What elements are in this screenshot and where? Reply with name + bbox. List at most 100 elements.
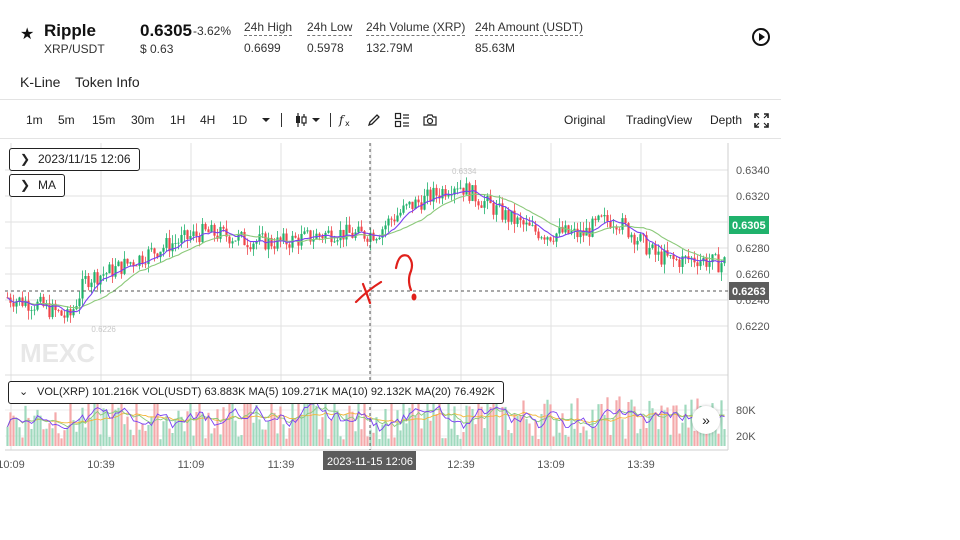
volume-ma20-line [7, 411, 725, 427]
volume-bar [240, 435, 243, 446]
candle-body [318, 233, 321, 236]
play-circle-icon[interactable] [752, 28, 770, 46]
volume-bar [423, 413, 426, 446]
scroll-to-latest-button[interactable]: » [692, 406, 720, 434]
volume-bar [576, 398, 579, 446]
candle-body [390, 218, 393, 220]
volume-bar [21, 437, 24, 446]
volume-bar [105, 409, 108, 446]
candle-body [162, 247, 165, 252]
candle-body [687, 256, 690, 260]
volume-bar [672, 405, 675, 446]
volume-bar [651, 408, 654, 446]
indicator-fx-icon[interactable]: f x [338, 112, 354, 128]
candle-body [516, 217, 519, 224]
draw-pencil-icon[interactable] [366, 112, 382, 128]
timeframe-4h[interactable]: 4H [200, 113, 216, 127]
volume-bar [480, 406, 483, 446]
candle-body [459, 187, 462, 189]
volume-bar [36, 409, 39, 446]
volume-bar [159, 439, 162, 446]
candle-body [597, 215, 600, 221]
time-tick-label: 10:39 [87, 459, 115, 471]
tab-kline[interactable]: K-Line [20, 74, 61, 90]
candle-body [123, 258, 126, 274]
volume-bar [93, 396, 96, 446]
volume-bar [63, 430, 66, 446]
volume-bar [381, 424, 384, 446]
candle-body [60, 310, 63, 316]
candle-body [180, 234, 183, 243]
volume-bar [39, 415, 42, 446]
stat-label: 24h Volume (XRP) [366, 20, 466, 36]
fullscreen-icon[interactable] [754, 113, 769, 128]
candle-body [279, 237, 282, 241]
stat-value: 132.79M [366, 41, 413, 55]
candle-body [156, 253, 159, 258]
candle-body [411, 201, 414, 209]
volume-bar [243, 399, 246, 446]
view-depth[interactable]: Depth [710, 113, 743, 127]
candle-body [609, 221, 612, 228]
candle-body [207, 229, 210, 233]
candle-body [213, 224, 216, 236]
candle-body [522, 220, 525, 225]
volume-bar [165, 415, 168, 446]
volume-bar [483, 428, 486, 446]
volume-bar [456, 434, 459, 446]
view-original[interactable]: Original [564, 113, 606, 127]
timeframe-15m[interactable]: 15m [92, 113, 116, 127]
volume-bar [384, 408, 387, 446]
candle-body [378, 237, 381, 240]
candle-body [201, 223, 204, 243]
candle-body [381, 229, 384, 238]
volume-bar [495, 397, 498, 446]
kline-chart[interactable]: MEXC 0.6334 0.6226 0.62200.62400.62600.6… [0, 140, 781, 480]
volume-bar [477, 400, 480, 446]
stat-label: 24h Low [307, 20, 353, 36]
volume-bar [720, 400, 723, 446]
volume-bar [213, 428, 216, 446]
timeframe-30m[interactable]: 30m [131, 113, 155, 127]
candle-body [96, 272, 99, 285]
volume-bar [543, 403, 546, 446]
candle-type-icon[interactable] [294, 112, 322, 128]
candle-body [591, 218, 594, 237]
timeframe-1m[interactable]: 1m [26, 113, 43, 127]
usd-price: $ 0.63 [140, 42, 174, 56]
volume-bar [396, 410, 399, 446]
volume-bar [708, 423, 711, 446]
volume-bar [156, 397, 159, 446]
candle-body [186, 230, 189, 240]
timeframe-5m[interactable]: 5m [58, 113, 75, 127]
volume-bar [201, 413, 204, 446]
layout-grid-icon[interactable] [394, 112, 410, 128]
timeframe-dropdown-icon[interactable] [261, 116, 271, 124]
candle-body [474, 185, 477, 202]
stat-value: 0.5978 [307, 41, 344, 55]
timeframe-1h[interactable]: 1H [170, 113, 186, 127]
candle-body [684, 256, 687, 258]
volume-bar [510, 433, 513, 446]
timeframe-1d[interactable]: 1D [232, 113, 248, 127]
date-overlay-toggle[interactable]: ❯ 2023/11/15 12:06 [9, 148, 140, 171]
candle-body [198, 235, 201, 243]
favorite-star-icon[interactable]: ★ [20, 26, 35, 43]
volume-bar [279, 406, 282, 446]
volume-bar [693, 430, 696, 446]
volume-bar [438, 402, 441, 446]
candle-body [456, 188, 459, 190]
camera-icon[interactable] [422, 112, 438, 128]
candle-body [546, 237, 549, 240]
tab-token-info[interactable]: Token Info [75, 74, 140, 90]
candle-body [174, 243, 177, 244]
candle-body [435, 187, 438, 196]
candle-body [132, 262, 135, 266]
volume-bar [138, 429, 141, 446]
volume-bar [465, 405, 468, 446]
volume-bar [267, 420, 270, 446]
view-tradingview[interactable]: TradingView [626, 113, 693, 127]
candle-body [594, 218, 597, 221]
volume-legend[interactable]: ⌄ VOL(XRP) 101.216K VOL(USDT) 63.883K MA… [8, 381, 504, 404]
ma-overlay-toggle[interactable]: ❯ MA [9, 174, 65, 197]
